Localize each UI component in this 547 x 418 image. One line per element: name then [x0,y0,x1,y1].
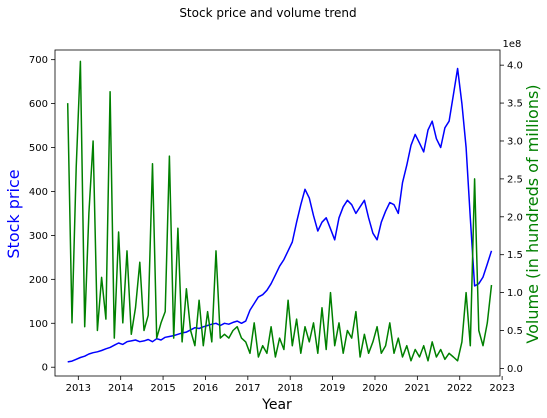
y-right-tick-label: 2.0 [507,212,523,223]
x-tick-label: 2014 [108,383,133,394]
y-right-tick-label: 0.5 [507,326,523,337]
y-right-tick-label: 3.0 [507,136,523,147]
x-tick-label: 2022 [447,383,472,394]
y-right-tick-label: 1.0 [507,288,523,299]
x-tick-label: 2017 [235,383,260,394]
y-left-tick-label: 200 [29,275,48,286]
y-axis-right: 0.0 0.5 1.0 1.5 2.0 2.5 3.0 3.5 4.0 [500,61,523,375]
x-tick-label: 2019 [320,383,345,394]
y-left-tick-label: 700 [29,55,48,66]
x-axis-label: Year [261,397,292,413]
x-tick-label: 2021 [405,383,430,394]
price-series [67,67,493,363]
volume-line [66,60,493,362]
x-tick-label: 2013 [66,383,91,394]
price-line [67,67,493,363]
y-axis-left: 0 100 200 300 400 500 600 700 [29,55,55,374]
y-axis-right-label: Volume (in hundreds of millions) [523,84,542,343]
x-tick-label: 2016 [193,383,218,394]
x-tick-label: 2020 [362,383,387,394]
y-right-tick-label: 4.0 [507,61,523,72]
volume-series [66,60,493,362]
y-axis-left-label: Stock price [4,169,23,258]
y-axis-right-multiplier: 1e8 [503,39,522,50]
y-right-tick-label: 1.5 [507,250,523,261]
plot-frame [54,49,501,377]
y-right-tick-label: 2.5 [507,174,523,185]
y-left-tick-label: 400 [29,187,48,198]
y-left-tick-label: 0 [42,363,48,374]
x-tick-label: 2023 [489,383,514,394]
y-right-tick-label: 3.5 [507,99,523,110]
y-left-tick-label: 600 [29,99,48,110]
y-left-tick-label: 300 [29,231,48,242]
y-left-tick-label: 100 [29,319,48,330]
x-tick-label: 2018 [277,383,302,394]
x-tick-label: 2015 [150,383,175,394]
x-axis: 2013 2014 2015 2016 2017 2018 2019 2020 2021 2022… [66,376,515,394]
y-right-tick-label: 0.0 [507,364,523,375]
chart-title: Stock price and volume trend [179,6,356,20]
y-left-tick-label: 500 [29,143,48,154]
